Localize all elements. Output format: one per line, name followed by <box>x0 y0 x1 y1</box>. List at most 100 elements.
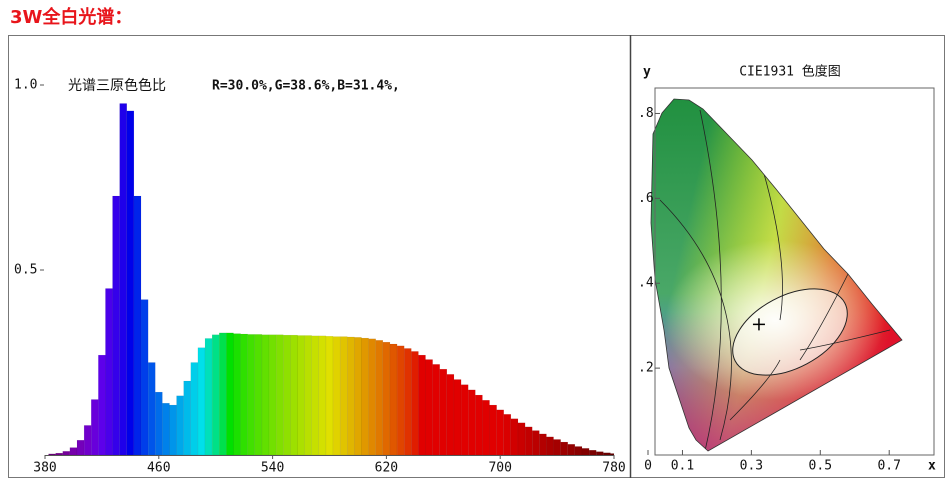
spectrum-bar <box>140 299 149 456</box>
spectrum-bar <box>133 195 142 456</box>
spectrum-bar <box>418 354 426 456</box>
chart-title: 光谱三原色色比 <box>68 77 166 94</box>
spectrum-bar <box>275 334 284 456</box>
spectrum-bar <box>560 441 568 456</box>
spectrum-bar <box>169 404 177 456</box>
spectrum-bar <box>411 351 419 456</box>
x-tick-label: 540 <box>261 461 284 476</box>
spectrum-bar <box>347 336 355 456</box>
spectrum-bar <box>403 348 412 456</box>
spectrum-bar <box>596 451 604 456</box>
spectrum-bar <box>155 391 163 456</box>
x-tick-label: 0.3 <box>740 459 763 474</box>
spectrum-bar <box>233 333 241 456</box>
x-tick-label: 0.7 <box>877 459 900 474</box>
spectrum-bar <box>204 338 213 456</box>
spectrum-bar <box>76 440 85 456</box>
spectrum-bar <box>517 422 526 456</box>
spectrum-bar <box>496 409 504 456</box>
spectrum-bar <box>197 347 206 456</box>
spectrum-bar <box>482 400 490 456</box>
spectrum-bar <box>48 453 56 456</box>
spectrum-bar <box>290 334 298 456</box>
spectrum-bar <box>183 380 192 456</box>
y-tick-label: .6 <box>638 191 654 206</box>
spectrum-bar <box>105 288 113 456</box>
spectrum-bar <box>567 444 576 456</box>
x-tick-label: 620 <box>375 461 398 476</box>
spectrum-bar <box>467 389 476 456</box>
x-tick-label: 780 <box>602 461 625 476</box>
y-tick-label: 0.5 <box>14 263 37 278</box>
spectrum-bar <box>354 337 362 456</box>
y-tick-label: .4 <box>638 276 654 291</box>
spectrum-bar <box>489 404 497 456</box>
spectrum-bar <box>268 334 277 456</box>
spectrum-bar <box>524 426 533 456</box>
spectrum-bar <box>297 335 305 456</box>
spectrum-bar <box>126 110 135 456</box>
chart-title: CIE1931 色度图 <box>739 64 841 80</box>
x-axis-label: x <box>928 459 936 474</box>
page-title: 3W全白光谱： <box>10 6 132 28</box>
frame <box>8 35 945 478</box>
spectrum-bar <box>361 337 369 456</box>
spectrum-bar <box>261 334 270 456</box>
spectrum-bar <box>219 332 227 456</box>
spectrum-bar <box>119 103 127 456</box>
spectrum-bar <box>69 447 78 456</box>
spectrum-bar <box>162 403 170 456</box>
spectrum-bar <box>539 433 547 456</box>
spectrum-bar <box>247 334 256 456</box>
y-tick-label: .8 <box>638 106 654 121</box>
spectrum-bar <box>553 439 561 456</box>
x-tick-label: 0.5 <box>809 459 832 474</box>
annotation: R=30.0%,G=38.6%,B=31.4%, <box>212 79 400 94</box>
spectrum-bar <box>446 374 455 456</box>
spectrum-bar <box>475 394 483 456</box>
spectrum-bar <box>339 336 348 456</box>
spectrum-bar <box>55 452 63 456</box>
spectrum-bar <box>325 336 334 456</box>
spectrum-bar <box>396 345 405 456</box>
spectrum-bar <box>311 335 320 456</box>
spectrum-bar <box>318 335 327 456</box>
chromaticity-fill <box>651 99 902 451</box>
spectrum-bar <box>439 368 448 456</box>
spectrum-bar <box>425 359 433 456</box>
spectrum-bar <box>226 332 234 456</box>
x-tick-label: 460 <box>147 461 170 476</box>
spectrum-bar <box>375 340 384 456</box>
spectrum-bar <box>603 452 611 456</box>
x-tick-label: 0 <box>644 459 652 474</box>
y-axis-label: y <box>643 65 651 80</box>
spectrum-bar <box>254 334 263 456</box>
spectrum-bar <box>83 425 92 456</box>
spectrum-bar <box>368 338 376 456</box>
spectrum-bar <box>610 453 615 456</box>
x-tick-label: 700 <box>488 461 511 476</box>
spectrum-bar <box>574 446 583 456</box>
spectrum-bar <box>453 379 462 456</box>
spectrum-bar <box>283 334 291 456</box>
chromaticity-point <box>752 318 765 331</box>
spectrum-bar <box>91 399 99 456</box>
spectrum-bar <box>240 333 248 456</box>
spectrum-bar <box>588 449 597 456</box>
spectrum-bar <box>532 430 540 456</box>
spectrum-bar <box>581 448 590 456</box>
spectrum-bar <box>98 354 106 456</box>
spectrum-bar <box>304 335 312 456</box>
spectrum-bar <box>147 362 156 456</box>
y-tick-label: .2 <box>638 361 654 376</box>
spectrum-bar <box>190 362 199 456</box>
x-tick-label: 0.1 <box>671 459 694 474</box>
spectrum-bar <box>332 336 341 456</box>
spectrum-bar <box>460 384 469 456</box>
spectrum-bar <box>389 343 398 456</box>
spectral-locus <box>650 98 903 452</box>
spectrum-bar <box>382 341 391 456</box>
spectrum-bar <box>546 436 554 456</box>
spectrum-bar <box>510 418 519 456</box>
